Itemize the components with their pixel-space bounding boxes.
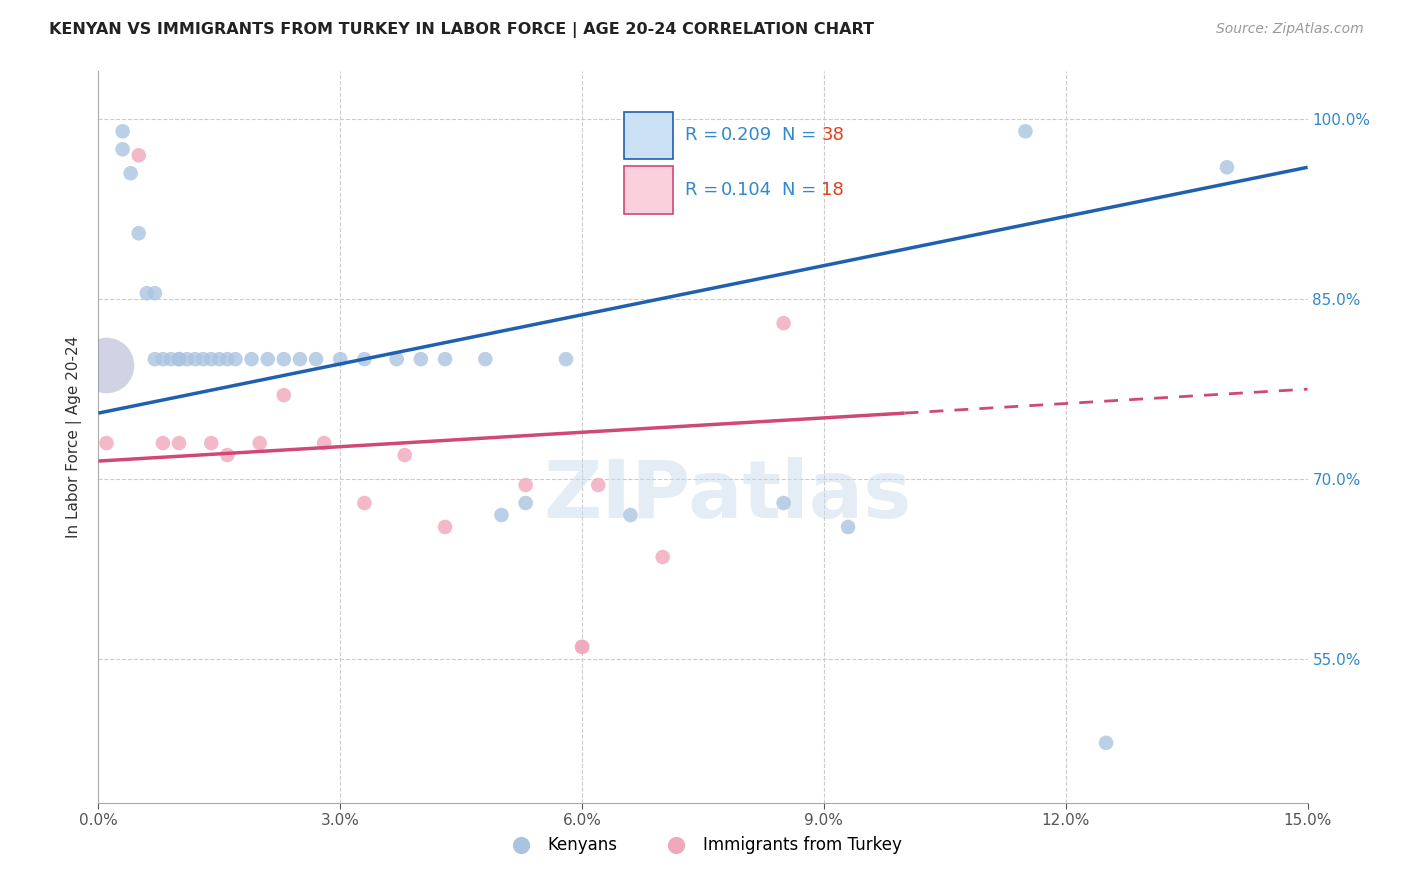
Point — [208, 352, 231, 367]
Point — [273, 388, 295, 402]
Point — [167, 352, 190, 367]
Point — [772, 316, 794, 330]
Point — [128, 226, 150, 240]
Bar — [624, 167, 673, 214]
Point — [305, 352, 328, 367]
Point — [184, 352, 207, 367]
Point — [474, 352, 496, 367]
Point — [143, 352, 166, 367]
Text: 38: 38 — [821, 127, 845, 145]
Point — [249, 436, 271, 450]
Point — [571, 640, 593, 654]
Text: N =: N = — [782, 127, 821, 145]
Point — [837, 520, 859, 534]
Point — [111, 142, 134, 156]
Point — [224, 352, 246, 367]
Text: R =: R = — [685, 127, 724, 145]
Legend: Kenyans, Immigrants from Turkey: Kenyans, Immigrants from Turkey — [498, 829, 908, 860]
Point — [135, 286, 157, 301]
Point — [394, 448, 416, 462]
Point — [434, 352, 457, 367]
Point — [152, 352, 174, 367]
Point — [314, 436, 336, 450]
Text: N =: N = — [782, 181, 821, 199]
Point — [1216, 161, 1239, 175]
Point — [409, 352, 432, 367]
Point — [434, 520, 457, 534]
Point — [240, 352, 263, 367]
Point — [143, 286, 166, 301]
Point — [586, 478, 609, 492]
Point — [772, 496, 794, 510]
Point — [329, 352, 352, 367]
Point — [1095, 736, 1118, 750]
Point — [217, 448, 239, 462]
Point — [1014, 124, 1036, 138]
Point — [111, 124, 134, 138]
Text: Source: ZipAtlas.com: Source: ZipAtlas.com — [1216, 22, 1364, 37]
Point — [217, 352, 239, 367]
Text: 18: 18 — [821, 181, 844, 199]
Point — [256, 352, 278, 367]
Point — [353, 496, 375, 510]
Point — [96, 436, 118, 450]
Point — [571, 640, 593, 654]
Point — [273, 352, 295, 367]
Y-axis label: In Labor Force | Age 20-24: In Labor Force | Age 20-24 — [66, 336, 83, 538]
Point — [619, 508, 641, 522]
Point — [515, 496, 537, 510]
Point — [288, 352, 311, 367]
Point — [120, 166, 142, 180]
Point — [200, 352, 222, 367]
Point — [651, 549, 673, 564]
Point — [193, 352, 215, 367]
Point — [167, 352, 190, 367]
Point — [96, 358, 118, 372]
Point — [555, 352, 578, 367]
Point — [515, 478, 537, 492]
Point — [385, 352, 408, 367]
Point — [353, 352, 375, 367]
Point — [152, 436, 174, 450]
Point — [167, 436, 190, 450]
Text: KENYAN VS IMMIGRANTS FROM TURKEY IN LABOR FORCE | AGE 20-24 CORRELATION CHART: KENYAN VS IMMIGRANTS FROM TURKEY IN LABO… — [49, 22, 875, 38]
Point — [128, 148, 150, 162]
Point — [491, 508, 513, 522]
Text: ZIPatlas: ZIPatlas — [543, 457, 911, 534]
Text: 0.104: 0.104 — [721, 181, 772, 199]
Text: R =: R = — [685, 181, 724, 199]
Bar — [624, 112, 673, 159]
Point — [200, 436, 222, 450]
Text: 0.209: 0.209 — [721, 127, 772, 145]
Point — [160, 352, 183, 367]
Point — [176, 352, 198, 367]
